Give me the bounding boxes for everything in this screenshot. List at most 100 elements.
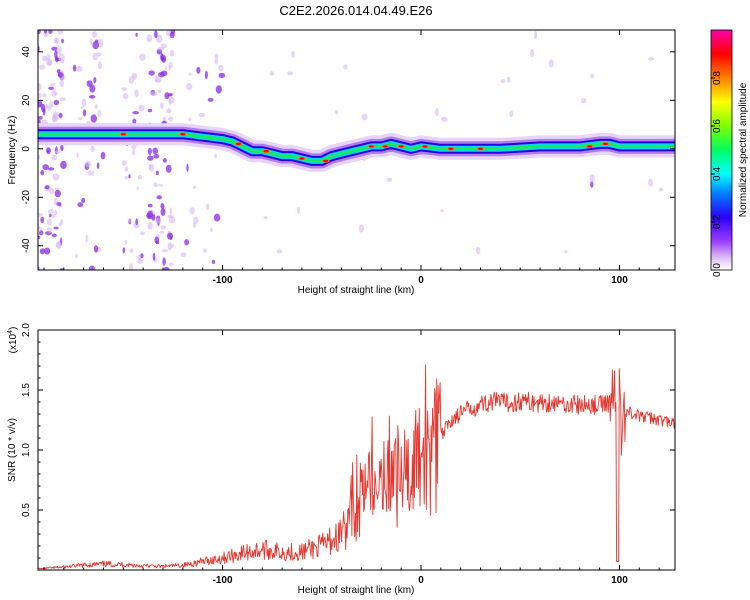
spectrogram-speckle [148, 164, 152, 170]
spectrogram-speckle [196, 66, 201, 74]
spectrogram-speckle [168, 116, 174, 122]
spectrogram-speckle [168, 61, 173, 69]
spectrogram-speckle [92, 41, 99, 50]
spectrogram-peak [382, 145, 388, 148]
spectrogram-speckle [160, 54, 166, 62]
spectrogram-speckle [146, 34, 153, 43]
spectrogram-speckle [124, 175, 129, 180]
spectrogram-speckle [135, 32, 138, 37]
spectrogram-speckle [155, 170, 159, 176]
spectrogram-speckle [55, 150, 61, 154]
figure-title: C2E2.2026.014.04.49.E26 [279, 3, 432, 18]
spectrogram-speckle [48, 188, 55, 194]
spectrogram-speckle [159, 230, 165, 234]
spectrogram-speckle [168, 93, 173, 97]
spectrogram-speckle [48, 86, 54, 90]
spectrogram-speckle [132, 111, 139, 115]
spectrogram-speckle [52, 114, 56, 123]
spectrogram-speckle [53, 197, 58, 206]
spectrogram-ticks: -100 0 100 40 20 0 -20 -40 [21, 30, 675, 286]
spectrogram-speckle [48, 209, 54, 214]
spectrogram-speckle [56, 241, 62, 249]
spectrogram-speckle [156, 195, 162, 200]
spectrogram-speckle [155, 218, 162, 224]
spectrogram-speckle [134, 89, 139, 97]
spectrogram-speckle [155, 34, 163, 43]
spectrogram-speckle [534, 31, 538, 40]
spectrogram-speckle [169, 207, 173, 216]
spectrogram-speckle [121, 160, 127, 166]
spectrogram-speckle [214, 153, 218, 159]
spectrogram-speckle [192, 185, 197, 189]
spectrogram-speckle [386, 177, 393, 182]
snr-panel: -100 0 100 0.5 1.0 1.5 2.0 Height of straight … [7, 323, 676, 596]
spectrogram-speckle [85, 160, 91, 168]
spectrogram-speckle [38, 100, 43, 108]
spectrogram-peak [235, 142, 241, 146]
spectrogram-speckle [287, 71, 294, 76]
spectrogram-speckle [276, 249, 283, 254]
spectrogram-speckle [128, 218, 132, 223]
spectrogram-speckle [57, 72, 63, 78]
spectrogram-speckle [77, 202, 84, 208]
spectrogram-peak [587, 145, 593, 148]
spectrogram-speckle [47, 167, 55, 171]
spectrogram-speckle [440, 209, 444, 213]
spectrogram-speckle [97, 61, 102, 70]
spectrogram-peak [299, 157, 305, 160]
spectrogram-speckle [581, 97, 587, 104]
spectrogram-peak [323, 159, 329, 163]
snr-y-tick-label: 2.0 [21, 323, 32, 337]
spectrogram-speckle [218, 64, 224, 72]
spectrogram-speckle [45, 103, 49, 109]
colorbar-tick-label: 0.0 [712, 263, 723, 277]
spectrogram-speckle [500, 79, 506, 83]
spectrogram-speckle [148, 70, 155, 76]
spectrogram-speckle [434, 108, 439, 116]
spectrogram-speckle [205, 203, 210, 210]
spectrogram-speckle [548, 59, 554, 68]
spectrogram-speckle [218, 72, 226, 79]
spectrogram-speckle [147, 210, 153, 219]
spectrogram-speckle [136, 186, 139, 190]
colorbar: 0.0 0.2 0.4 0.6 0.8 Normalized spectral ampl… [710, 29, 749, 277]
colorbar-tick-label: 0.2 [712, 215, 723, 229]
spectrogram-speckle [167, 242, 172, 251]
snr-x-tick-label: 100 [611, 575, 628, 586]
spectrogram-speckle [78, 117, 83, 121]
snr-x-axis-label: Height of straight line (km) [298, 585, 415, 596]
spectrogram-speckle [138, 104, 145, 112]
spectrogram-speckle [131, 72, 138, 80]
spectrogram-speckle [129, 263, 134, 270]
spectrogram-speckle [507, 76, 511, 83]
spectrogram-peak [448, 147, 454, 150]
spectrogram-speckle [564, 250, 568, 254]
spectrogram-speckle [152, 252, 156, 261]
spectrogram-y-tick-label: -20 [21, 190, 32, 205]
spectrogram-speckle [51, 89, 57, 98]
spectrogram-speckle [139, 53, 146, 61]
spectrogram-speckle [75, 65, 83, 72]
spectrogram-speckle [204, 70, 208, 80]
spectrogram-speckle [54, 50, 58, 59]
spectrogram-speckle [60, 59, 65, 64]
spectrogram-speckle [160, 102, 164, 109]
heatmap-image [38, 30, 675, 270]
spectrogram-speckle [38, 92, 42, 99]
spectrogram-ridge [38, 132, 675, 163]
spectrogram-speckle [56, 46, 62, 55]
spectrogram-speckle [140, 231, 146, 236]
spectrogram-speckle [122, 93, 129, 100]
spectrogram-speckle [215, 85, 222, 94]
spectrogram-speckle [137, 258, 144, 264]
spectrogram-speckle [97, 109, 102, 117]
spectrogram-speckle [189, 207, 195, 215]
colorbar-label: Normalized spectral amplitude [738, 82, 749, 217]
spectrogram-speckle [162, 158, 167, 163]
spectrogram-speckle [132, 118, 137, 125]
spectrogram-speckle [39, 64, 46, 70]
spectrogram-speckle [198, 112, 206, 118]
spectrogram-speckle [91, 170, 95, 176]
spectrogram-speckle [155, 76, 162, 83]
